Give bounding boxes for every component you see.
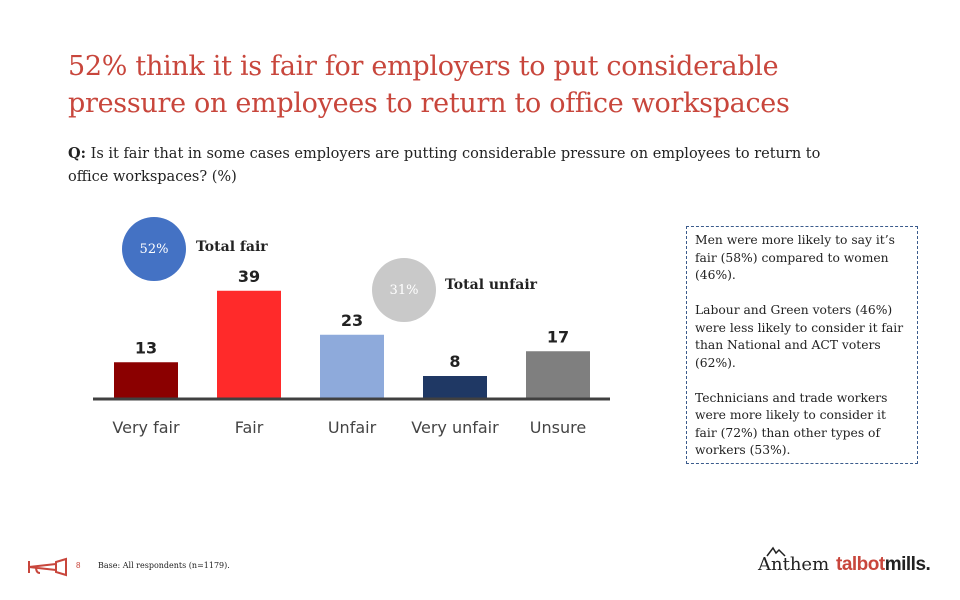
base-note: Base: All respondents (n=1179). [98, 561, 230, 570]
insight-workers: Technicians and trade workers were more … [695, 390, 888, 458]
survey-question: Q: Is it fair that in some cases employe… [68, 142, 848, 189]
question-text: Is it fair that in some cases employers … [68, 146, 821, 185]
talbotmills-logo: talbotmills. [836, 554, 931, 576]
bar [423, 376, 487, 398]
insight-gender: Men were more likely to say it’s fair (5… [695, 233, 895, 282]
bar [526, 351, 590, 398]
total-fair-value: 52% [139, 241, 169, 257]
total-unfair-value: 31% [389, 282, 419, 298]
bar [114, 362, 178, 398]
bar-value-label: 17 [547, 327, 569, 346]
mills-text: mills. [884, 554, 931, 575]
total-unfair-label: Total unfair [445, 277, 538, 293]
insight-voters: Labour and Green voters (46%) were less … [695, 303, 904, 370]
megaphone-icon [28, 557, 67, 577]
category-label: Fair [235, 418, 264, 437]
page-number: 8 [76, 561, 81, 570]
anthem-logo: Anthem [758, 554, 830, 575]
category-label: Unsure [530, 418, 586, 437]
total-fair-label: Total fair [196, 239, 268, 255]
bar-value-label: 8 [449, 352, 460, 371]
slide-title: 52% think it is fair for employers to pu… [68, 51, 790, 119]
category-label: Unfair [328, 418, 377, 437]
total-unfair-bubble: 31% [372, 258, 436, 322]
category-label: Very unfair [411, 418, 499, 437]
total-fair-bubble: 52% [122, 217, 186, 281]
bar-value-label: 23 [341, 311, 363, 330]
insights-box: Men were more likely to say it’s fair (5… [686, 226, 918, 464]
anthem-logo-icon [766, 546, 786, 557]
bar [320, 334, 384, 398]
bar-value-label: 39 [238, 267, 260, 286]
question-label: Q: [68, 145, 86, 162]
category-label: Very fair [112, 418, 180, 437]
talbot-text: talbot [836, 554, 885, 575]
bar [217, 290, 281, 398]
bar-value-label: 13 [135, 338, 157, 357]
